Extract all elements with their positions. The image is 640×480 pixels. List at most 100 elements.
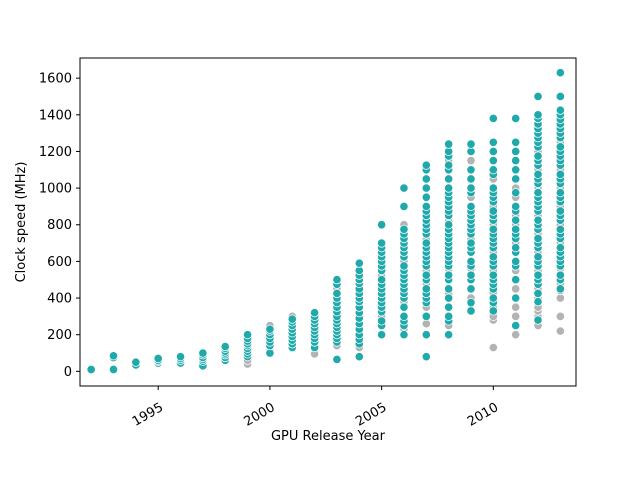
data-point [511, 311, 521, 321]
points-layer [86, 68, 565, 375]
data-point [511, 188, 521, 198]
plot-background [80, 58, 576, 386]
data-point [555, 326, 565, 336]
y-axis: 0 200 400 600 800 1000 1200 1400 1600 [39, 72, 80, 380]
data-point [421, 192, 431, 202]
data-point [421, 238, 431, 248]
data-point [466, 165, 476, 175]
data-point [421, 330, 431, 340]
data-point [466, 270, 476, 280]
data-point [511, 330, 521, 340]
data-point [108, 364, 119, 375]
data-point [533, 110, 543, 120]
data-point [466, 139, 476, 149]
data-point [444, 311, 454, 321]
data-point [511, 174, 521, 184]
data-point [377, 238, 387, 248]
data-point [421, 284, 431, 294]
data-point [466, 156, 476, 166]
data-point [466, 201, 476, 211]
data-point [377, 220, 387, 230]
data-point [466, 183, 476, 193]
y-axis-label: Clock speed (MHz) [14, 162, 29, 283]
data-point [421, 311, 431, 321]
data-point [444, 160, 454, 170]
data-point [511, 243, 521, 253]
data-point [198, 348, 208, 358]
x-axis-label: GPU Release Year [271, 429, 386, 444]
data-point [444, 302, 454, 312]
data-point [533, 270, 543, 280]
data-point [421, 352, 431, 362]
data-point [488, 183, 498, 193]
x-tick-label: 2010 [465, 400, 501, 430]
data-point [511, 146, 521, 157]
data-point [444, 293, 454, 303]
data-point [488, 306, 498, 316]
data-point [488, 206, 498, 216]
data-point [377, 275, 387, 285]
data-point [511, 302, 521, 312]
y-tick-label: 600 [47, 255, 72, 270]
data-point [488, 146, 498, 157]
data-point [511, 256, 521, 266]
data-point [511, 320, 521, 331]
data-point [555, 270, 565, 280]
y-tick-label: 1200 [39, 145, 72, 160]
data-point [444, 220, 454, 230]
data-point [265, 324, 275, 334]
data-point [533, 252, 543, 262]
data-point [555, 224, 565, 234]
data-point [488, 113, 498, 124]
data-point [533, 233, 543, 244]
data-point [511, 113, 521, 124]
data-point [488, 342, 498, 353]
y-tick-label: 400 [47, 292, 72, 307]
data-point [466, 298, 476, 308]
data-point [555, 188, 565, 198]
data-point [377, 330, 387, 340]
data-point [555, 243, 565, 253]
data-point [153, 353, 163, 364]
data-point [399, 183, 409, 193]
x-tick-label: 1995 [130, 400, 166, 430]
data-point [421, 270, 431, 280]
data-point [555, 142, 565, 152]
data-point [555, 91, 565, 102]
y-tick-label: 1400 [39, 108, 72, 123]
data-point [511, 201, 521, 211]
data-point [242, 330, 253, 340]
data-point [399, 224, 409, 234]
data-point [533, 91, 543, 102]
data-point [444, 139, 454, 149]
data-point [421, 201, 431, 211]
data-point [511, 275, 521, 285]
data-point [533, 151, 543, 161]
data-point [287, 314, 297, 324]
data-point [511, 156, 521, 166]
data-point [354, 352, 364, 362]
data-point [86, 364, 96, 375]
data-point [488, 252, 498, 262]
data-point [511, 293, 521, 303]
data-point [488, 156, 498, 166]
data-point [555, 284, 565, 294]
data-point [466, 306, 476, 316]
data-point [555, 68, 565, 78]
data-point [421, 174, 431, 184]
data-point [421, 160, 431, 170]
data-point [466, 284, 476, 294]
data-point [466, 256, 476, 266]
y-tick-label: 1000 [39, 182, 72, 197]
y-tick-label: 1600 [39, 72, 72, 87]
data-point [175, 352, 186, 362]
data-point [488, 137, 498, 147]
data-point [511, 165, 521, 175]
data-point [310, 308, 320, 318]
data-point [131, 357, 141, 367]
data-point [332, 354, 342, 365]
data-point [511, 137, 521, 147]
data-point [444, 284, 454, 294]
data-point [399, 201, 409, 211]
